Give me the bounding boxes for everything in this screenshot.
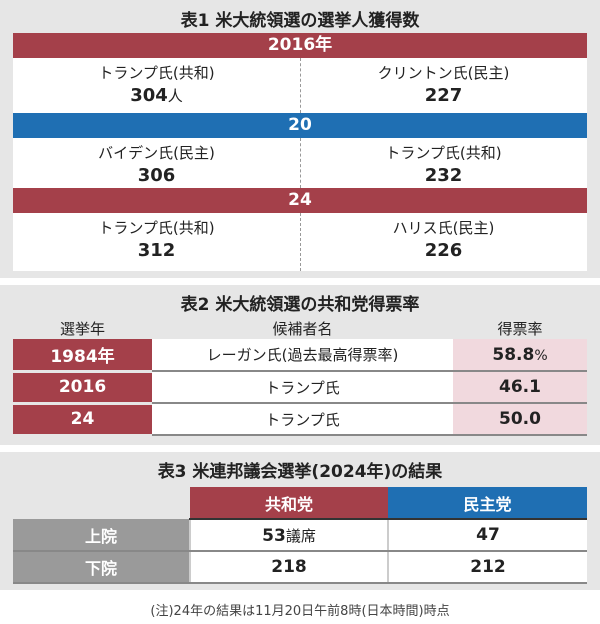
table1-title: 表1 米大統領選の選挙人獲得数 xyxy=(180,11,420,31)
candidate-cell: レーガン氏(過去最高得票率) xyxy=(152,339,453,372)
table-row: 2016 トランプ氏 46.1 xyxy=(13,371,587,405)
congress-table: 共和党 民主党 上院 53議席 47 下院 218 212 xyxy=(13,487,587,584)
electoral-votes: 227 xyxy=(424,85,463,106)
dem-seats: 47 xyxy=(387,519,587,552)
rep-seats: 218 xyxy=(189,551,388,584)
candidate-name: トランプ氏(共和) xyxy=(98,64,215,82)
candidate-left: バイデン氏(民主) 306 xyxy=(13,138,300,186)
candidate-name: トランプ氏(共和) xyxy=(385,144,502,162)
candidate-right: クリントン氏(民主) 227 xyxy=(300,58,587,106)
chamber-house: 下院 xyxy=(13,551,190,584)
table-row: 下院 218 212 xyxy=(13,551,587,584)
table-row: 1984年 レーガン氏(過去最高得票率) 58.8% xyxy=(13,339,587,373)
year-bar-2024: 24 xyxy=(13,188,587,213)
header-year: 選挙年 xyxy=(59,319,105,338)
rate-cell: 46.1 xyxy=(453,371,587,404)
table2-title: 表2 米大統領選の共和党得票率 xyxy=(180,295,420,315)
electoral-votes: 312 xyxy=(137,240,176,261)
candidate-right: トランプ氏(共和) 232 xyxy=(300,138,587,186)
candidate-name: トランプ氏(共和) xyxy=(98,219,215,237)
rate-cell: 50.0 xyxy=(453,403,587,436)
table3-title: 表3 米連邦議会選挙(2024年)の結果 xyxy=(157,462,443,482)
table3-panel: 表3 米連邦議会選挙(2024年)の結果 共和党 民主党 上院 53議席 47 下院 2… xyxy=(0,452,600,590)
candidate-name: クリントン氏(民主) xyxy=(377,64,510,82)
candidate-left: トランプ氏(共和) 312 xyxy=(13,213,300,261)
header-rate: 得票率 xyxy=(497,319,543,338)
table-row: 24 トランプ氏 50.0 xyxy=(13,403,587,437)
table2-panel: 表2 米大統領選の共和党得票率 選挙年 候補者名 得票率 1984年 レーガン氏(過去… xyxy=(0,285,600,445)
result-row-2024: トランプ氏(共和) 312 ハリス氏(民主) 226 xyxy=(13,213,587,271)
result-row-2020: バイデン氏(民主) 306 トランプ氏(共和) 232 xyxy=(13,138,587,188)
candidate-cell: トランプ氏 xyxy=(152,403,453,436)
candidate-left: トランプ氏(共和) 304人 xyxy=(13,58,300,106)
table1-panel: 表1 米大統領選の選挙人獲得数 2016年 トランプ氏(共和) 304人 クリント… xyxy=(0,0,600,278)
chamber-senate: 上院 xyxy=(13,519,190,552)
candidate-right: ハリス氏(民主) 226 xyxy=(300,213,587,261)
candidate-name: バイデン氏(民主) xyxy=(98,144,215,162)
year-cell: 24 xyxy=(13,403,152,437)
electoral-votes: 226 xyxy=(424,240,463,261)
header-democrat: 民主党 xyxy=(388,487,587,520)
electoral-votes: 304人 xyxy=(130,85,183,106)
vote-share-table: 選挙年 候補者名 得票率 1984年 レーガン氏(過去最高得票率) 58.8% 2016… xyxy=(13,317,587,437)
electoral-votes: 306 xyxy=(137,165,176,186)
candidate-cell: トランプ氏 xyxy=(152,371,453,404)
candidate-name: ハリス氏(民主) xyxy=(392,219,495,237)
rep-seats: 53議席 xyxy=(189,519,388,552)
footnote: (注)24年の結果は11月20日午前8時(日本時間)時点 xyxy=(150,604,450,619)
year-bar-2016: 2016年 xyxy=(13,33,587,58)
header-republican: 共和党 xyxy=(190,487,388,520)
header-candidate: 候補者名 xyxy=(272,319,333,338)
year-cell: 2016 xyxy=(13,371,152,405)
rate-cell: 58.8% xyxy=(453,339,587,372)
table-row: 上院 53議席 47 xyxy=(13,519,587,552)
year-cell: 1984年 xyxy=(13,339,152,373)
year-bar-2020: 20 xyxy=(13,113,587,138)
electoral-votes: 232 xyxy=(424,165,463,186)
result-row-2016: トランプ氏(共和) 304人 クリントン氏(民主) 227 xyxy=(13,58,587,113)
dem-seats: 212 xyxy=(387,551,587,584)
